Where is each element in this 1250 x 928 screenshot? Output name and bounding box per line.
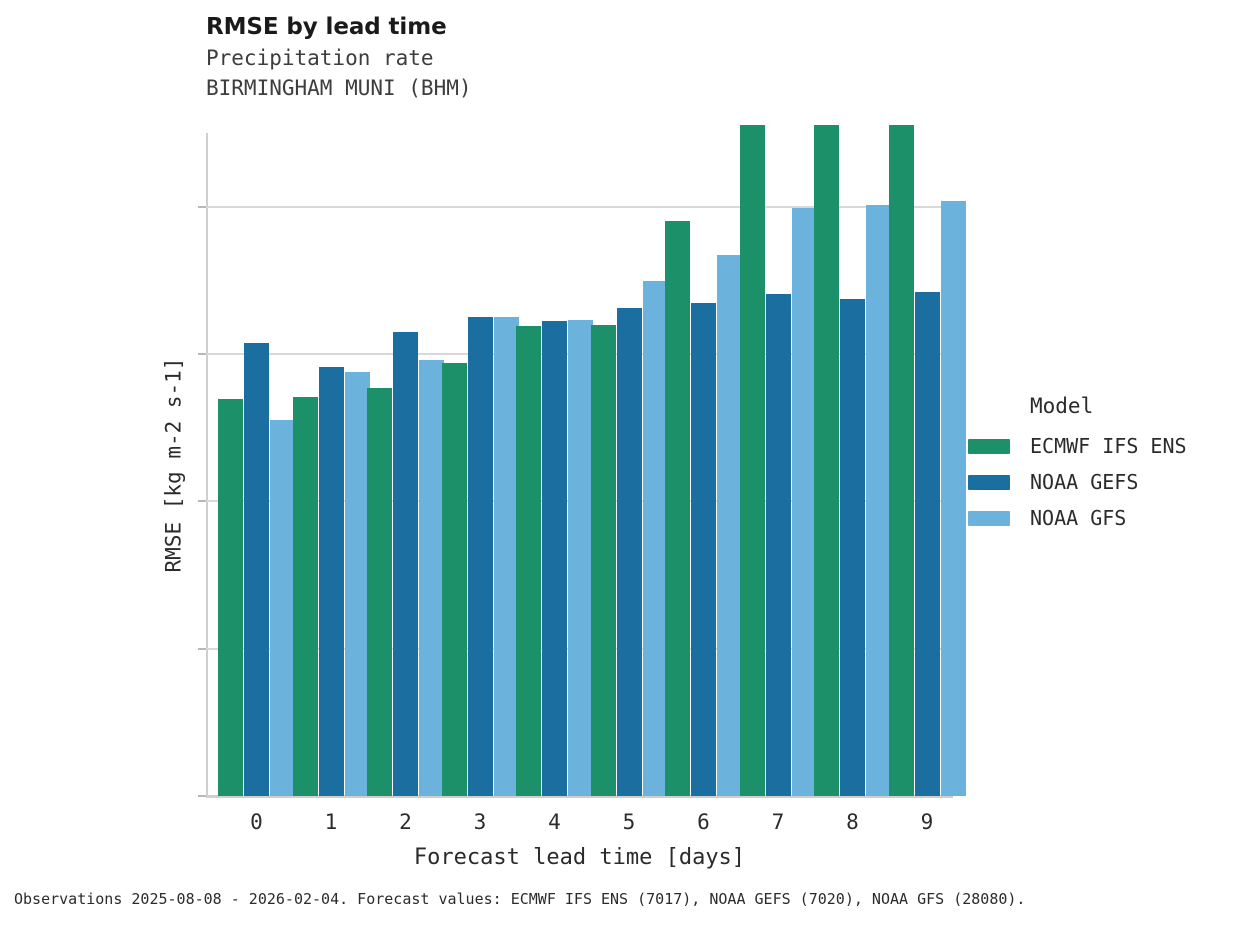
bar-group bbox=[590, 133, 668, 796]
y-tick-mark bbox=[198, 795, 206, 797]
y-tick-mark bbox=[198, 647, 206, 650]
legend-item[interactable]: NOAA GEFS bbox=[968, 464, 1248, 500]
bar[interactable] bbox=[642, 280, 668, 796]
bar[interactable] bbox=[616, 308, 642, 796]
bar[interactable] bbox=[914, 292, 940, 796]
bar[interactable] bbox=[568, 320, 593, 796]
bar-group bbox=[665, 133, 742, 796]
x-tick-label: 4 bbox=[548, 810, 561, 834]
legend-item[interactable]: NOAA GFS bbox=[968, 500, 1248, 536]
bar[interactable] bbox=[393, 331, 418, 796]
x-tick-label: 7 bbox=[771, 810, 785, 834]
legend-item-label: NOAA GEFS bbox=[1030, 470, 1139, 494]
bar-group bbox=[814, 125, 891, 796]
y-axis-label: RMSE [kg m-2 s-1] bbox=[161, 357, 186, 572]
bar[interactable] bbox=[292, 397, 318, 796]
bar[interactable] bbox=[367, 387, 392, 796]
bar[interactable] bbox=[765, 293, 791, 796]
bar[interactable] bbox=[419, 360, 444, 796]
x-tick-label: 3 bbox=[473, 810, 487, 834]
bar[interactable] bbox=[542, 321, 567, 796]
x-tick-label: 2 bbox=[399, 810, 412, 834]
title-block: RMSE by lead time Precipitation rate BIR… bbox=[206, 12, 472, 103]
bar[interactable] bbox=[940, 201, 966, 796]
chart-subtitle-variable: Precipitation rate bbox=[206, 46, 434, 70]
bar[interactable] bbox=[441, 363, 467, 796]
chart-title: RMSE by lead time bbox=[206, 14, 447, 40]
bar[interactable] bbox=[493, 316, 519, 796]
bar-group bbox=[292, 133, 370, 796]
plot-area: RMSE [kg m-2 s-1] bbox=[161, 125, 966, 797]
bar[interactable] bbox=[739, 125, 765, 796]
x-tick-label: 5 bbox=[622, 810, 636, 834]
y-tick-mark bbox=[198, 353, 206, 355]
x-tick-label: 8 bbox=[846, 810, 859, 834]
bar-group bbox=[441, 133, 519, 796]
legend-item[interactable]: ECMWF IFS ENS bbox=[968, 428, 1248, 464]
legend-title: Model bbox=[1030, 394, 1094, 418]
legend: Model ECMWF IFS ENS NOAA GEFS NOAA GFS bbox=[968, 394, 1248, 536]
bar[interactable] bbox=[814, 125, 839, 796]
bar[interactable] bbox=[344, 371, 370, 796]
bar[interactable] bbox=[218, 398, 243, 796]
chart-subtitle-station: BIRMINGHAM MUNI (BHM) bbox=[206, 76, 472, 100]
y-axis-line bbox=[206, 133, 208, 796]
legend-swatch bbox=[968, 510, 1010, 526]
legend-items: ECMWF IFS ENS NOAA GEFS NOAA GFS bbox=[968, 428, 1248, 536]
bar-group bbox=[739, 125, 817, 796]
x-axis-label: Forecast lead time [days] bbox=[413, 845, 746, 870]
x-tick-label: 6 bbox=[697, 810, 710, 834]
y-tick-mark bbox=[198, 205, 206, 208]
legend-swatch bbox=[968, 474, 1010, 490]
footnote: Observations 2025-08-08 - 2026-02-04. Fo… bbox=[14, 890, 1026, 908]
y-tick-mark bbox=[198, 500, 206, 503]
bar[interactable] bbox=[244, 343, 269, 796]
bar[interactable] bbox=[590, 325, 616, 796]
bar[interactable] bbox=[840, 298, 865, 796]
bar-group bbox=[516, 133, 593, 796]
x-tick-label: 9 bbox=[920, 810, 934, 834]
bar[interactable] bbox=[318, 366, 344, 796]
bar-group bbox=[367, 133, 444, 796]
bar[interactable] bbox=[691, 303, 716, 796]
bar[interactable] bbox=[516, 326, 541, 796]
bar[interactable] bbox=[665, 220, 690, 796]
bar[interactable] bbox=[888, 125, 914, 796]
bar-group bbox=[218, 133, 295, 796]
bar[interactable] bbox=[866, 204, 891, 796]
legend-item-label: ECMWF IFS ENS bbox=[1030, 434, 1187, 458]
legend-swatch bbox=[968, 438, 1010, 454]
bar[interactable] bbox=[467, 316, 493, 796]
bar[interactable] bbox=[717, 255, 742, 796]
x-tick-label: 0 bbox=[250, 810, 263, 834]
bar-group bbox=[888, 125, 966, 796]
bar[interactable] bbox=[270, 419, 295, 796]
x-axis-line bbox=[206, 795, 953, 798]
bar[interactable] bbox=[791, 207, 817, 796]
x-tick-label: 1 bbox=[324, 810, 338, 834]
gridline bbox=[206, 205, 951, 208]
legend-item-label: NOAA GFS bbox=[1030, 506, 1127, 530]
